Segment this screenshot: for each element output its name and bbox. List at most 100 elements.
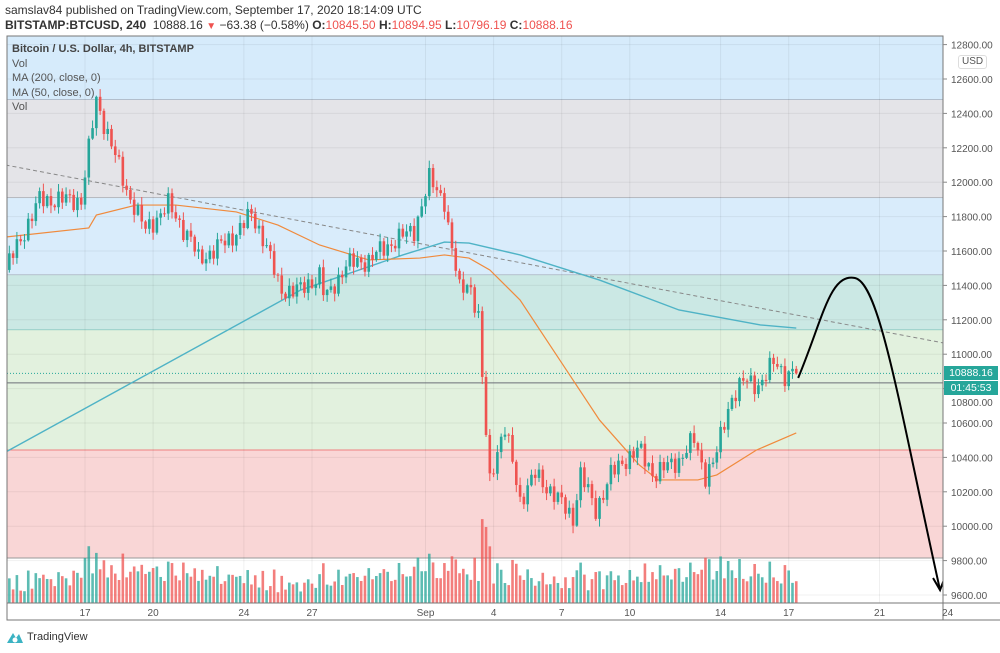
candle-body[interactable] (382, 241, 386, 256)
candle-body[interactable] (106, 128, 109, 134)
candle-body[interactable] (223, 240, 227, 246)
candle-body[interactable] (700, 450, 703, 463)
candle-body[interactable] (303, 282, 306, 293)
candle-body[interactable] (431, 167, 435, 188)
candle-body[interactable] (549, 486, 552, 494)
candle-body[interactable] (318, 267, 321, 285)
candle-body[interactable] (564, 497, 567, 514)
candle-body[interactable] (333, 286, 336, 294)
candle-body[interactable] (556, 492, 560, 502)
candle-body[interactable] (760, 379, 764, 386)
candle-body[interactable] (772, 357, 775, 364)
candle-body[interactable] (794, 368, 798, 374)
candle-body[interactable] (643, 443, 647, 467)
candle-body[interactable] (117, 155, 121, 157)
candle-body[interactable] (537, 469, 541, 478)
candle-body[interactable] (397, 228, 401, 249)
candle-body[interactable] (178, 218, 181, 220)
candle-body[interactable] (749, 375, 753, 382)
candle-body[interactable] (685, 452, 688, 458)
candle-body[interactable] (412, 225, 416, 242)
candle-body[interactable] (166, 193, 170, 214)
candle-body[interactable] (83, 177, 87, 205)
candle-body[interactable] (42, 191, 45, 207)
candle-body[interactable] (571, 507, 575, 526)
candle-body[interactable] (742, 378, 745, 381)
candle-body[interactable] (776, 363, 779, 367)
candle-body[interactable] (174, 212, 178, 219)
candle-body[interactable] (356, 257, 359, 267)
candle-body[interactable] (261, 225, 265, 247)
candle-body[interactable] (378, 241, 382, 252)
candle-body[interactable] (284, 293, 287, 299)
candle-body[interactable] (745, 380, 749, 382)
candle-body[interactable] (590, 484, 594, 499)
candle-body[interactable] (348, 253, 352, 267)
candle-body[interactable] (575, 500, 579, 526)
candle-body[interactable] (492, 473, 495, 475)
candle-body[interactable] (363, 262, 367, 272)
candle-body[interactable] (496, 452, 499, 474)
candle-body[interactable] (306, 279, 310, 293)
candle-body[interactable] (526, 485, 529, 505)
candle-body[interactable] (583, 467, 586, 488)
candle-body[interactable] (753, 375, 756, 395)
candle-body[interactable] (662, 461, 666, 471)
candle-body[interactable] (620, 460, 624, 464)
footer-brand[interactable]: TradingView (6, 630, 88, 644)
candle-body[interactable] (144, 221, 147, 229)
candle-body[interactable] (253, 213, 257, 229)
candle-body[interactable] (19, 239, 22, 242)
candle-body[interactable] (163, 213, 166, 215)
candle-body[interactable] (344, 266, 348, 278)
candle-body[interactable] (560, 492, 563, 498)
candle-body[interactable] (129, 189, 132, 200)
candle-body[interactable] (594, 498, 598, 519)
candle-body[interactable] (197, 249, 200, 252)
candle-body[interactable] (140, 204, 144, 222)
candle-body[interactable] (295, 284, 299, 297)
candle-body[interactable] (719, 426, 722, 453)
candle-body[interactable] (522, 496, 526, 505)
candle-body[interactable] (91, 128, 94, 139)
time-axis[interactable]: 17 20 24 27 Sep 4 7 10 14 17 21 24 (79, 608, 953, 619)
candle-body[interactable] (257, 225, 261, 229)
candle-body[interactable] (639, 443, 643, 448)
candle-body[interactable] (711, 462, 715, 465)
candle-body[interactable] (477, 311, 480, 313)
candle-body[interactable] (730, 397, 734, 409)
candle-body[interactable] (757, 385, 760, 395)
candle-body[interactable] (602, 497, 605, 500)
candle-body[interactable] (8, 253, 11, 270)
candle-body[interactable] (636, 447, 639, 458)
candle-body[interactable] (507, 434, 511, 436)
candle-body[interactable] (367, 254, 371, 272)
candle-body[interactable] (530, 474, 533, 486)
legend-item-ma200[interactable]: MA (200, close, 0) (12, 72, 101, 84)
candle-body[interactable] (269, 245, 272, 252)
candle-body[interactable] (715, 452, 719, 463)
candle-body[interactable] (242, 223, 246, 229)
candle-body[interactable] (469, 284, 473, 288)
candle-body[interactable] (666, 462, 669, 471)
candle-body[interactable] (541, 469, 545, 488)
candle-body[interactable] (689, 433, 692, 453)
candle-body[interactable] (272, 251, 276, 275)
candle-body[interactable] (651, 463, 654, 477)
candle-body[interactable] (238, 223, 242, 235)
candle-body[interactable] (45, 196, 49, 207)
legend-item-ma50[interactable]: MA (50, close, 0) (12, 86, 95, 99)
candle-body[interactable] (132, 199, 136, 215)
candle-body[interactable] (545, 487, 548, 494)
candle-body[interactable] (677, 458, 681, 473)
candle-body[interactable] (632, 451, 635, 458)
candle-body[interactable] (310, 279, 314, 288)
trendline[interactable] (6, 164, 944, 344)
candle-body[interactable] (658, 461, 662, 482)
candle-body[interactable] (288, 285, 291, 299)
candle-body[interactable] (337, 274, 340, 294)
candle-body[interactable] (185, 230, 189, 241)
candle-body[interactable] (605, 484, 609, 500)
candle-body[interactable] (424, 196, 427, 207)
candle-body[interactable] (439, 190, 442, 194)
